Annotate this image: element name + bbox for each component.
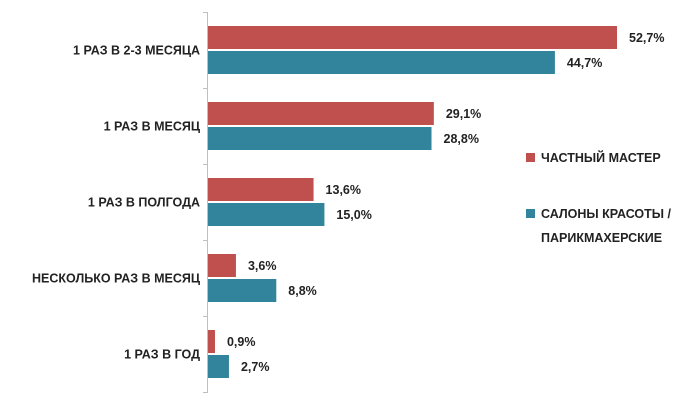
bar [208,26,617,49]
data-label: 29,1% [446,107,481,121]
data-label: 8,8% [288,284,317,298]
bars [208,26,617,378]
category-label: 1 РАЗ В МЕСЯЦ [104,120,201,134]
data-label: 2,7% [241,360,270,374]
bar [208,51,555,74]
data-label: 3,6% [248,259,276,273]
y-axis-ticks [203,12,208,393]
data-label: 13,6% [326,183,361,197]
data-label: 15,0% [336,208,371,222]
category-label: 1 РАЗ В ГОД [124,348,200,362]
data-label: 44,7% [567,56,602,70]
legend-swatch [526,153,535,162]
legend-label: САЛОНЫ КРАСОТЫ / [541,207,671,221]
category-label: 1 РАЗ В 2-3 МЕСЯЦА [73,44,200,58]
legend-swatch [526,209,535,218]
data-label: 28,8% [444,132,479,146]
bar [208,254,236,277]
bar [208,127,432,150]
legend-label: ПАРИКМАХЕРСКИЕ [541,231,662,245]
bar [208,330,215,353]
legend: ЧАСТНЫЙ МАСТЕР САЛОНЫ КРАСОТЫ / ПАРИКМАХЕР… [526,150,671,245]
bar [208,178,314,201]
data-label: 52,7% [629,31,664,45]
bar [208,279,277,302]
bar [208,355,229,378]
category-label: 1 РАЗ В ПОЛГОДА [88,196,200,210]
bar [208,203,325,226]
data-label: 0,9% [227,335,256,349]
value-labels: 52,7% 44,7% 29,1% 28,8% 13,6% 15,0% 3,6% 8,8% 0,… [227,31,664,374]
category-label: НЕСКОЛЬКО РАЗ В МЕСЯЦ [32,272,201,286]
category-labels: 1 РАЗ В 2-3 МЕСЯЦА 1 РАЗ В МЕСЯЦ 1 РАЗ В П… [32,44,201,362]
legend-label: ЧАСТНЫЙ МАСТЕР [541,150,661,165]
bar [208,102,434,125]
